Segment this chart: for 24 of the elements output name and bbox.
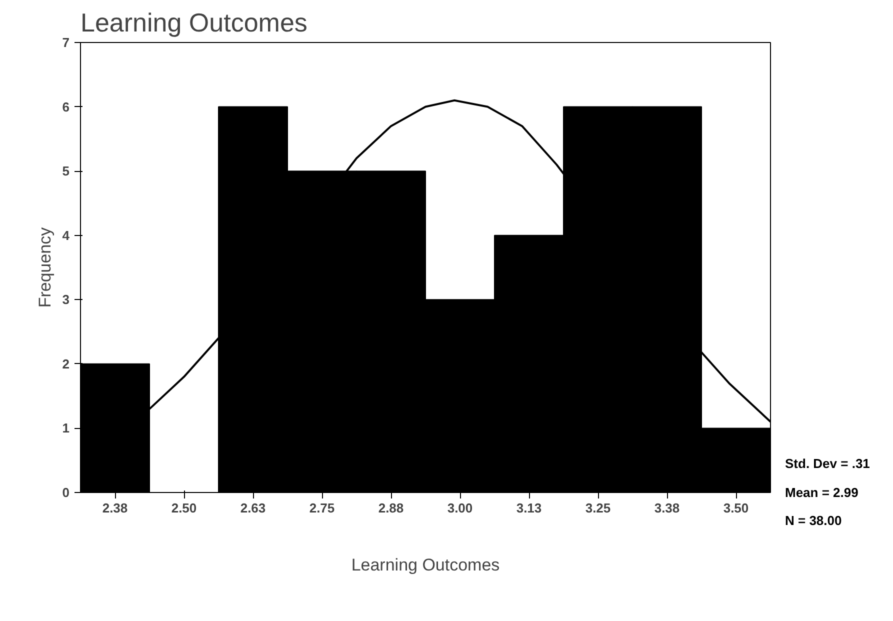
x-tick-label: 3.00 (447, 500, 473, 516)
text: N = 38.00 (785, 512, 843, 530)
x-tick-label: 3.50 (723, 500, 749, 516)
y-tick-label: 1 (62, 420, 70, 436)
y-tick-label: 5 (62, 164, 70, 179)
x-axis-title: Learning Outcomes (351, 556, 500, 574)
chart-title: Learning Outcomes (80, 8, 308, 38)
y-tick-label: 6 (62, 99, 70, 114)
x-tick-label: 3.38 (654, 500, 680, 516)
x-tick-label: 2.63 (240, 500, 266, 516)
y-tick-label: 7 (62, 35, 70, 50)
text: Std. Dev = .31 (785, 455, 870, 473)
x-tick-label: 2.88 (378, 500, 404, 516)
x-tick-label: 2.38 (102, 500, 128, 516)
text: Mean = 2.99 (785, 484, 860, 502)
x-tick-label: 2.75 (309, 500, 335, 516)
y-tick-label: 0 (62, 485, 70, 500)
x-tick-label: 2.50 (171, 500, 197, 516)
x-tick-label: 3.13 (516, 500, 542, 516)
y-tick-label: 3 (62, 292, 70, 308)
y-tick-label: 4 (62, 228, 70, 243)
y-axis-title: Frequency (35, 226, 54, 308)
x-tick-label: 3.25 (585, 500, 611, 516)
y-tick-label: 2 (62, 356, 70, 372)
